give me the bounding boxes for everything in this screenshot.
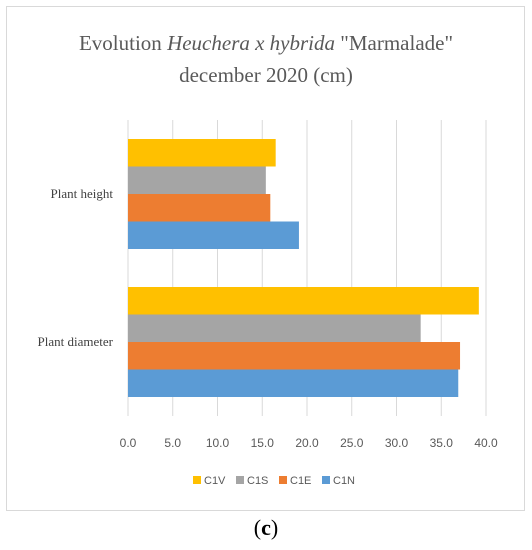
bar-c1s-plant-height <box>128 166 266 194</box>
caption-close-paren: ) <box>270 515 279 540</box>
legend-label-c1s: C1S <box>247 475 268 487</box>
bar-c1n-plant-diameter <box>128 369 459 397</box>
legend-label-c1v: C1V <box>204 475 226 487</box>
x-tick-label-2: 10.0 <box>206 436 230 450</box>
chart-title-species: Heuchera x hybrida <box>167 31 336 55</box>
bar-c1s-plant-diameter <box>128 314 421 342</box>
category-label-0: Plant height <box>51 186 114 201</box>
x-tick-label-3: 15.0 <box>251 436 275 450</box>
bar-c1e-plant-height <box>128 194 271 222</box>
x-tick-label-4: 20.0 <box>295 436 319 450</box>
x-tick-label-6: 30.0 <box>385 436 409 450</box>
bar-c1e-plant-diameter <box>128 342 461 370</box>
bar-c1v-plant-diameter <box>128 287 479 315</box>
bar-c1v-plant-height <box>128 139 276 167</box>
legend-label-c1e: C1E <box>290 475 311 487</box>
legend-swatch-c1v <box>193 476 201 484</box>
chart-title-cultivar: "Marmalade" <box>335 31 454 55</box>
legend-label-c1n: C1N <box>333 475 355 487</box>
chart-title-prefix: Evolution <box>78 31 168 55</box>
x-tick-label-1: 5.0 <box>164 436 181 450</box>
figure-caption: (c) <box>0 515 532 541</box>
caption-letter: c <box>261 515 271 540</box>
x-tick-label-7: 35.0 <box>430 436 454 450</box>
x-tick-label-8: 40.0 <box>474 436 498 450</box>
category-label-1: Plant diameter <box>38 334 114 349</box>
x-tick-label-0: 0.0 <box>120 436 137 450</box>
caption-open-paren: ( <box>253 515 262 540</box>
legend-swatch-c1n <box>322 476 330 484</box>
legend-swatch-c1e <box>279 476 287 484</box>
chart-title-line-1: Evolution Heuchera x hybrida "Marmalade" <box>0 30 532 56</box>
legend-swatch-c1s <box>236 476 244 484</box>
chart-frame <box>6 6 525 511</box>
chart-title-line-2: december 2020 (cm) <box>179 63 353 87</box>
x-tick-label-5: 25.0 <box>340 436 364 450</box>
bar-c1n-plant-height <box>128 221 299 249</box>
